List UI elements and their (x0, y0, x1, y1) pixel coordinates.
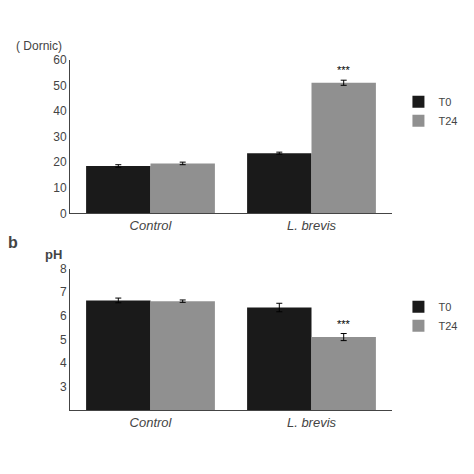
svg-text:10: 10 (53, 181, 67, 195)
svg-text:T24: T24 (438, 320, 457, 332)
svg-text:pH: pH (45, 247, 62, 262)
svg-text:L. brevis: L. brevis (287, 218, 337, 233)
svg-text:3: 3 (60, 380, 67, 394)
svg-text:Control: Control (130, 218, 173, 233)
svg-text:30: 30 (53, 130, 67, 144)
svg-text:0: 0 (60, 207, 67, 221)
svg-text:( Dornic): ( Dornic) (16, 39, 62, 53)
svg-text:b: b (8, 234, 18, 251)
svg-text:L. brevis: L. brevis (287, 415, 337, 430)
svg-text:7: 7 (60, 285, 67, 299)
svg-text:20: 20 (53, 155, 67, 169)
svg-text:T24: T24 (438, 115, 457, 127)
svg-text:60: 60 (53, 53, 67, 67)
svg-text:6: 6 (60, 309, 67, 323)
svg-text:5: 5 (60, 333, 67, 347)
svg-text:4: 4 (60, 356, 67, 370)
svg-text:50: 50 (53, 79, 67, 93)
svg-text:40: 40 (53, 104, 67, 118)
svg-text:8: 8 (60, 262, 67, 276)
svg-text:***: *** (337, 318, 351, 330)
svg-text:Control: Control (130, 415, 173, 430)
svg-text:T0: T0 (438, 96, 451, 108)
svg-text:***: *** (337, 64, 351, 76)
svg-text:T0: T0 (438, 301, 451, 313)
